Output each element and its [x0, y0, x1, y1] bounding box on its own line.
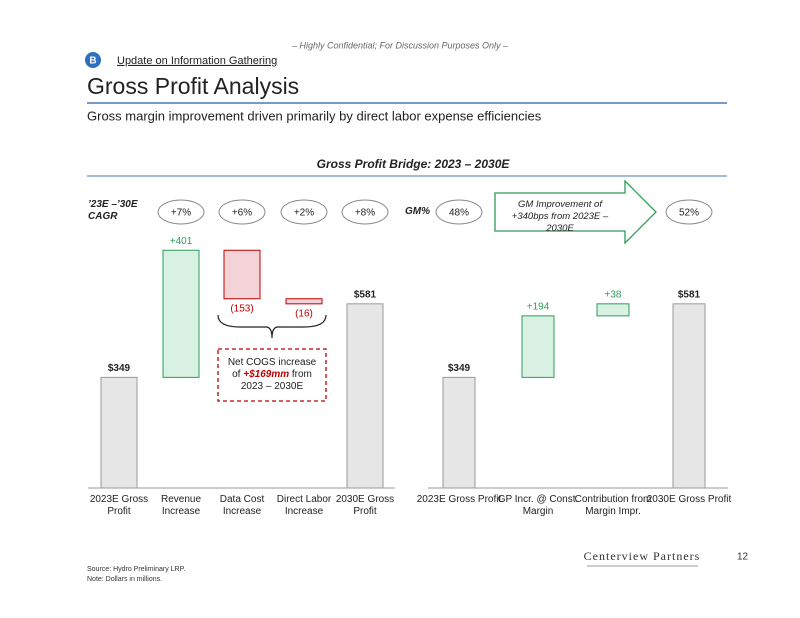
cogs-note: Net COGS increase of +$169mm from 2023 –…	[224, 357, 320, 393]
metric-oval	[435, 199, 483, 225]
brace	[217, 314, 327, 339]
arrow	[494, 179, 657, 245]
metric-value: +7%	[171, 208, 191, 219]
bar	[223, 249, 261, 300]
value-label: $349	[108, 363, 131, 374]
bar	[162, 249, 200, 378]
cagr-label: ’23E –’30E CAGR	[88, 199, 138, 222]
title: Gross Profit Analysis	[87, 73, 299, 99]
note-box	[217, 348, 327, 402]
badge	[85, 52, 101, 68]
metric-value: 48%	[449, 208, 469, 219]
page-number: 12	[737, 552, 749, 563]
bar	[442, 376, 476, 489]
category-label: 2030E Gross Profit	[646, 494, 732, 505]
category-label: Direct Labor Increase	[276, 494, 332, 517]
bar	[672, 303, 706, 489]
bar	[521, 315, 555, 378]
logo: Centerview Partners	[584, 549, 701, 563]
bar	[100, 376, 138, 489]
value-label: (16)	[295, 308, 313, 319]
bar	[285, 298, 323, 305]
value-label: +38	[605, 289, 622, 300]
note-text: Net COGS increase of	[227, 357, 317, 380]
value-label: +194	[527, 302, 550, 313]
category-label: 2023E Gross Profit	[416, 494, 502, 505]
metric-oval	[157, 199, 205, 225]
category-label: 2023E Gross Profit	[89, 494, 149, 517]
source: Source: Hydro Preliminary LRP.	[87, 566, 185, 573]
metric-value: 52%	[679, 208, 699, 219]
metric-value: +6%	[232, 208, 252, 219]
subtitle: Gross margin improvement driven primaril…	[87, 108, 542, 123]
arrow-text: GM Improvement of +340bps from 2023E – 2…	[511, 199, 609, 234]
section: Update on Information Gathering	[117, 55, 277, 67]
metric-oval	[218, 199, 266, 225]
confidential: – Highly Confidential; For Discussion Pu…	[291, 40, 509, 50]
category-label: Contribution from Margin Impr.	[574, 494, 652, 517]
bar	[596, 303, 630, 317]
value-label: $581	[678, 289, 701, 300]
note-text: from 2023 – 2030E	[240, 369, 312, 392]
bridge-title: Gross Profit Bridge: 2023 – 2030E	[317, 157, 511, 171]
badge-letter: B	[89, 56, 96, 67]
category-label: GP Incr. @ Const. Margin	[497, 494, 579, 517]
category-label: Revenue Increase	[160, 494, 202, 517]
value-label: +401	[170, 236, 193, 247]
category-label: Data Cost Increase	[219, 494, 265, 517]
metric-value: +2%	[294, 208, 314, 219]
value-label: $349	[448, 363, 471, 374]
metric-oval	[665, 199, 713, 225]
value-label: $581	[354, 289, 377, 300]
note-highlight: +$169mm	[243, 369, 290, 380]
footnote: Note: Dollars in millions.	[87, 576, 162, 583]
metric-oval	[341, 199, 389, 225]
gm-label: GM%	[405, 206, 430, 217]
value-label: (153)	[230, 303, 253, 314]
metric-value: +8%	[355, 208, 375, 219]
category-label: 2030E Gross Profit	[335, 494, 395, 517]
bar	[346, 303, 384, 489]
metric-oval	[280, 199, 328, 225]
